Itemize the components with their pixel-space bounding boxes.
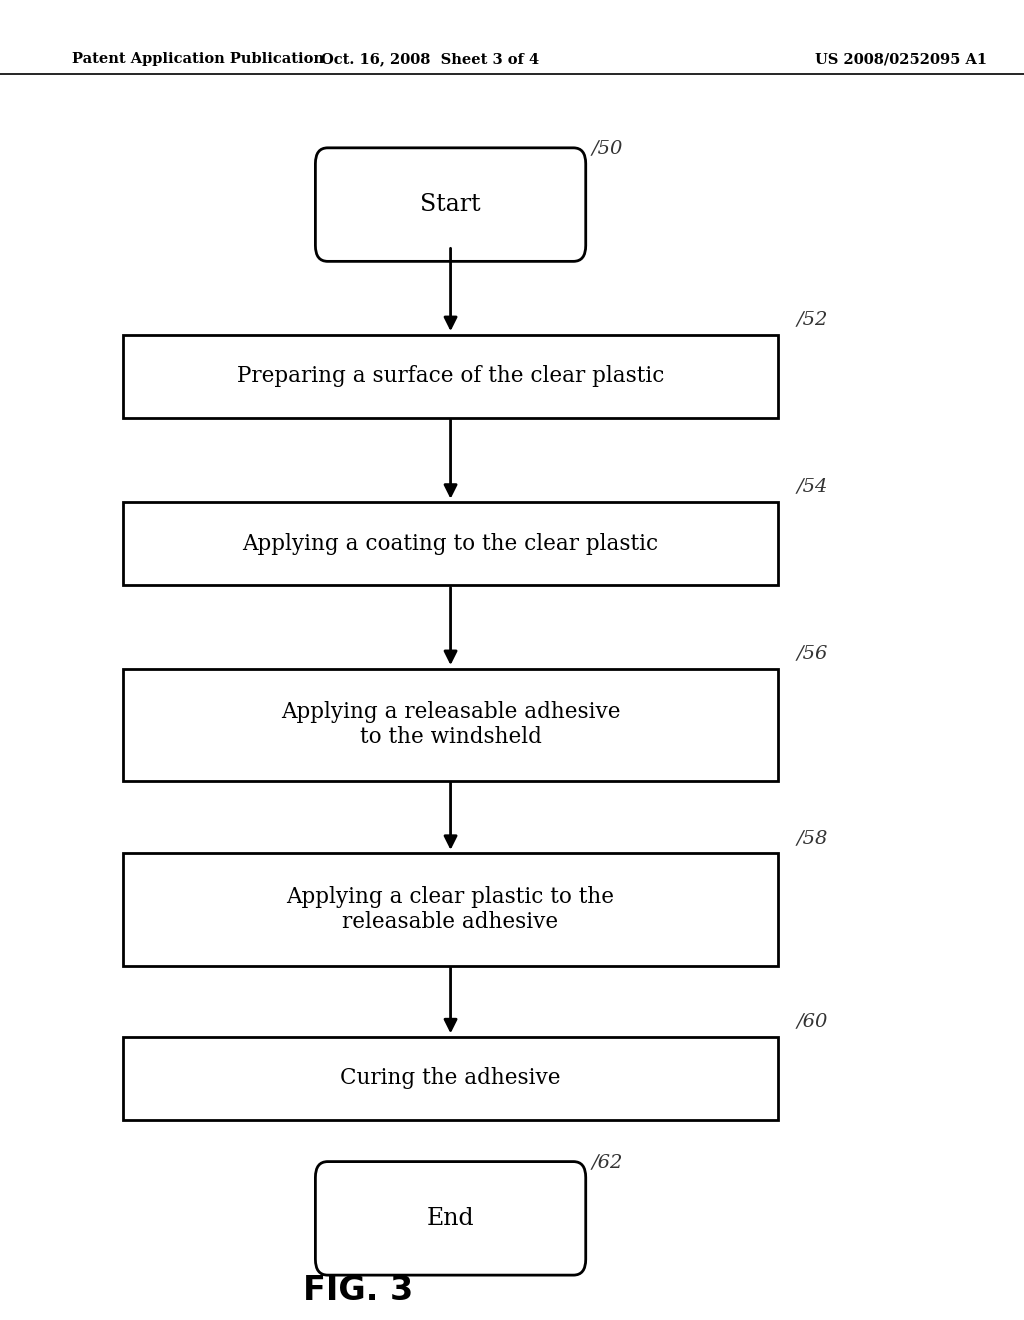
Text: Preparing a surface of the clear plastic: Preparing a surface of the clear plastic bbox=[237, 366, 665, 387]
Text: FIG. 3: FIG. 3 bbox=[303, 1275, 414, 1307]
Bar bbox=[123, 853, 778, 966]
Text: Curing the adhesive: Curing the adhesive bbox=[340, 1068, 561, 1089]
Text: ∕60: ∕60 bbox=[797, 1012, 828, 1030]
Text: ∕52: ∕52 bbox=[797, 310, 828, 329]
Text: ∕50: ∕50 bbox=[592, 139, 624, 157]
Text: Oct. 16, 2008  Sheet 3 of 4: Oct. 16, 2008 Sheet 3 of 4 bbox=[321, 53, 540, 66]
Bar bbox=[123, 502, 778, 586]
Text: ∕54: ∕54 bbox=[797, 478, 828, 496]
Text: ∕56: ∕56 bbox=[797, 644, 828, 663]
Text: US 2008/0252095 A1: US 2008/0252095 A1 bbox=[815, 53, 987, 66]
Text: Start: Start bbox=[420, 193, 481, 216]
Text: Patent Application Publication: Patent Application Publication bbox=[72, 53, 324, 66]
Bar bbox=[123, 335, 778, 417]
Text: ∕58: ∕58 bbox=[797, 829, 828, 847]
Bar bbox=[123, 668, 778, 780]
Text: Applying a coating to the clear plastic: Applying a coating to the clear plastic bbox=[243, 533, 658, 554]
Bar bbox=[123, 1038, 778, 1119]
FancyBboxPatch shape bbox=[315, 148, 586, 261]
FancyBboxPatch shape bbox=[315, 1162, 586, 1275]
Text: End: End bbox=[427, 1206, 474, 1230]
Text: Applying a clear plastic to the
releasable adhesive: Applying a clear plastic to the releasab… bbox=[287, 886, 614, 933]
Text: Applying a releasable adhesive
to the windsheld: Applying a releasable adhesive to the wi… bbox=[281, 701, 621, 748]
Text: ∕62: ∕62 bbox=[592, 1152, 624, 1171]
